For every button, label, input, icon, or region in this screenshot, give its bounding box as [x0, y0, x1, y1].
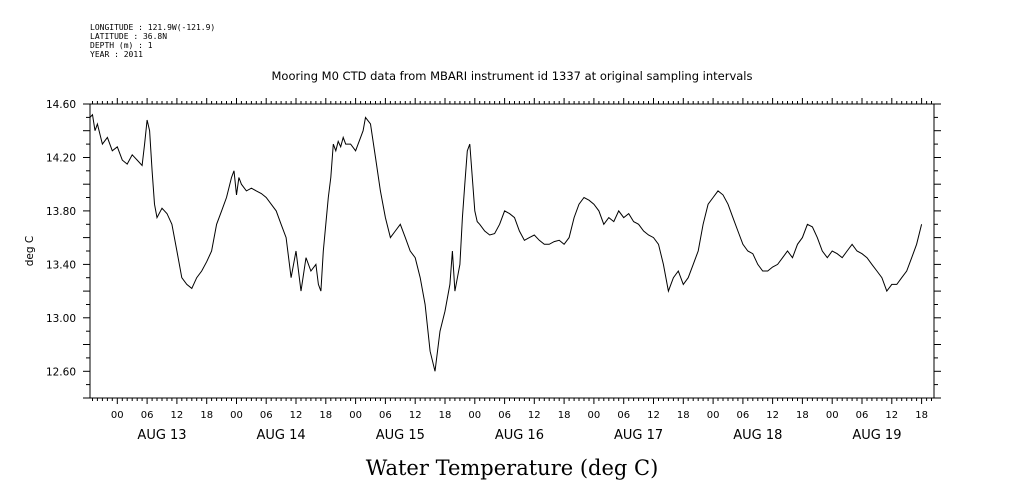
x-hour-label: 00 — [230, 410, 243, 421]
x-hour-label: 18 — [558, 410, 571, 421]
metadata-line: DEPTH (m) : 1 — [90, 41, 153, 50]
x-hour-label: 00 — [111, 410, 124, 421]
x-day-label: AUG 13 — [137, 428, 186, 443]
x-hour-label: 18 — [915, 410, 928, 421]
x-hour-label: 00 — [707, 410, 720, 421]
y-tick-label: 13.00 — [46, 313, 76, 325]
x-day-label: AUG 16 — [495, 428, 544, 443]
series-line-water-temperature — [89, 113, 923, 372]
x-hour-label: 12 — [528, 410, 541, 421]
x-hour-label: 06 — [498, 410, 511, 421]
x-hour-label: 12 — [409, 410, 422, 421]
x-hour-label: 00 — [588, 410, 601, 421]
x-day-label: AUG 17 — [614, 428, 663, 443]
x-hour-label: 06 — [379, 410, 392, 421]
x-hour-label: 12 — [290, 410, 303, 421]
x-day-label: AUG 18 — [733, 428, 782, 443]
y-tick-label: 13.40 — [46, 259, 76, 271]
metadata-block: LONGITUDE : 121.9W(-121.9)LATITUDE : 36.… — [90, 23, 215, 59]
y-tick-label: 13.80 — [46, 206, 76, 218]
x-hour-label: 12 — [171, 410, 184, 421]
x-hour-label: 00 — [468, 410, 481, 421]
y-tick-labels: 14.60 14.20 13.80 13.40 13.00 12.60 — [46, 99, 76, 378]
x-hour-label: 00 — [826, 410, 839, 421]
x-tick-labels: 00 06 12 18 AUG 13 00 06 12 18 AUG 14 00 06 12 18 AUG … — [111, 410, 928, 443]
x-hour-label: 12 — [885, 410, 898, 421]
x-hour-label: 18 — [439, 410, 452, 421]
y-tick-label: 12.60 — [46, 366, 76, 378]
x-day-label: AUG 15 — [376, 428, 425, 443]
metadata-line: LATITUDE : 36.8N — [90, 32, 167, 41]
x-hour-label: 12 — [766, 410, 779, 421]
x-axis-label: Water Temperature (deg C) — [366, 456, 659, 480]
x-day-label: AUG 14 — [257, 428, 306, 443]
x-hour-label: 06 — [141, 410, 154, 421]
x-hour-label: 00 — [349, 410, 362, 421]
y-axis-label: deg C — [24, 236, 36, 266]
x-hour-label: 06 — [856, 410, 869, 421]
x-hour-label: 06 — [260, 410, 273, 421]
x-hour-label: 18 — [319, 410, 332, 421]
x-hour-label: 18 — [796, 410, 809, 421]
x-hour-label: 12 — [647, 410, 660, 421]
y-tick-label: 14.20 — [46, 153, 76, 165]
x-hour-label: 06 — [737, 410, 750, 421]
plot-frame — [89, 103, 935, 399]
metadata-line: LONGITUDE : 121.9W(-121.9) — [90, 23, 215, 32]
x-hour-label: 06 — [617, 410, 630, 421]
y-tick-label: 14.60 — [46, 99, 76, 111]
x-hour-label: 18 — [200, 410, 213, 421]
chart-title: Mooring M0 CTD data from MBARI instrumen… — [272, 69, 753, 83]
x-hour-label: 18 — [677, 410, 690, 421]
metadata-line: YEAR : 2011 — [90, 50, 143, 59]
x-day-label: AUG 19 — [852, 428, 901, 443]
